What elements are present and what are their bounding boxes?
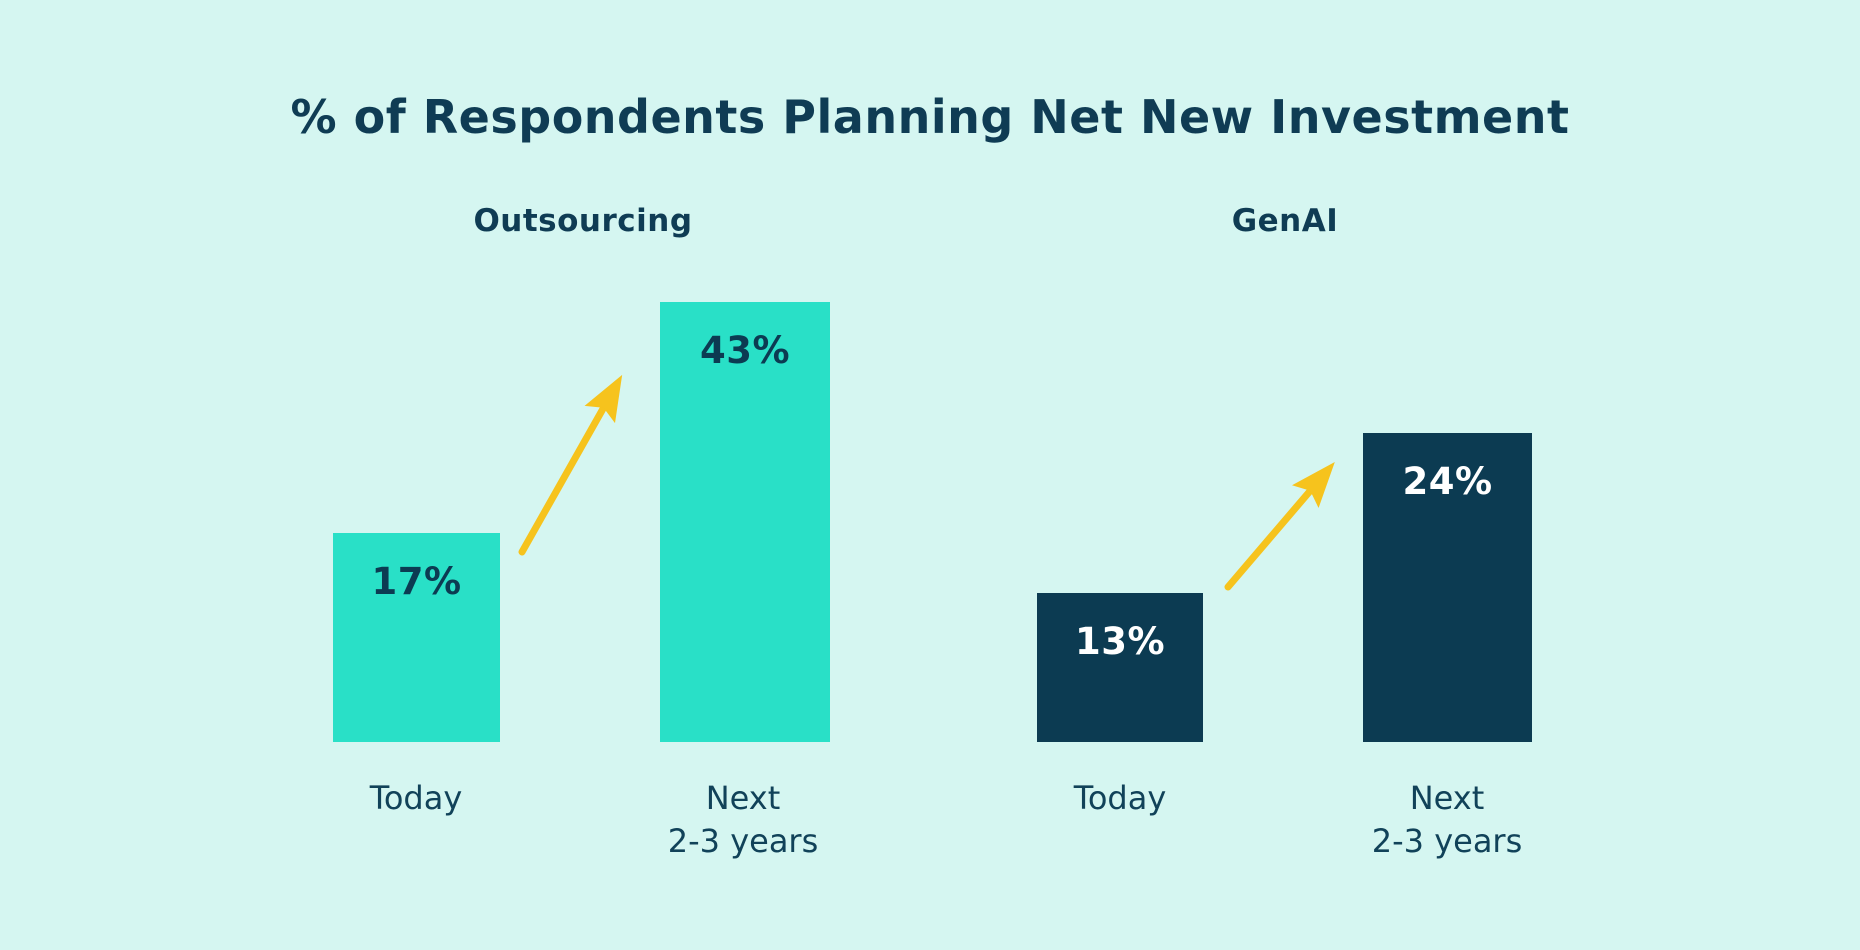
tick-line: 2-3 years <box>1371 822 1523 860</box>
genai-growth-arrow-icon <box>1224 462 1335 591</box>
bar-value-genai-next-2-3-years: 24% <box>1402 460 1493 503</box>
tick-outsourcing-today: Today <box>256 777 576 820</box>
bar-value-genai-today: 13% <box>1074 620 1166 663</box>
tick-line: Today <box>369 779 463 817</box>
outsourcing-growth-arrow-icon <box>518 374 623 556</box>
bar-value-outsourcing-today: 17% <box>371 560 462 603</box>
tick-line: Today <box>1073 779 1167 817</box>
group-label-genai: GenAI <box>1231 203 1339 239</box>
bar-value-outsourcing-next-2-3-years: 43% <box>699 329 791 372</box>
tick-line: Next <box>705 779 781 817</box>
bar-genai-next-2-3-years: 24% <box>1363 433 1532 742</box>
bar-outsourcing-today: 17% <box>333 533 500 742</box>
chart-title: % of Respondents Planning Net New Invest… <box>290 90 1570 144</box>
tick-line: 2-3 years <box>667 822 819 860</box>
tick-genai-today: Today <box>960 777 1280 820</box>
tick-outsourcing-next-2-3-years: Next 2-3 years <box>583 777 903 863</box>
tick-genai-next-2-3-years: Next 2-3 years <box>1287 777 1607 863</box>
bar-genai-today: 13% <box>1037 593 1203 742</box>
group-label-outsourcing: Outsourcing <box>473 203 693 239</box>
bar-outsourcing-next-2-3-years: 43% <box>660 302 830 742</box>
tick-line: Next <box>1409 779 1485 817</box>
